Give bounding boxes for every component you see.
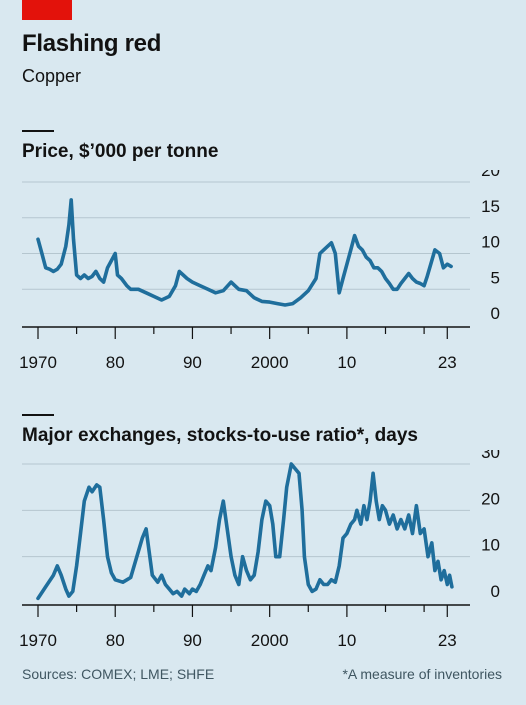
sources-note: Sources: COMEX; LME; SHFE	[22, 666, 215, 682]
price-y-tick-label: 10	[481, 233, 500, 252]
price-y-tick-label: 0	[491, 304, 500, 323]
price-panel-title: Price, $’000 per tonne	[22, 141, 219, 162]
price-x-tick-label: 90	[183, 353, 202, 372]
price-y-tick-label: 15	[481, 197, 500, 216]
stocks-y-tick-label: 0	[491, 582, 500, 601]
price-x-tick-label: 10	[337, 353, 356, 372]
price-x-tick-label: 23	[438, 353, 457, 372]
stocks-panel-title: Major exchanges, stocks-to-use ratio*, d…	[22, 425, 418, 446]
price-panel-rule	[22, 130, 54, 132]
stocks-y-tick-label: 30	[481, 450, 500, 462]
stocks-panel-rule	[22, 414, 54, 416]
stocks-x-tick-label: 90	[183, 631, 202, 650]
price-x-tick-label: 80	[106, 353, 125, 372]
price-y-tick-label: 20	[481, 170, 500, 180]
stocks-y-tick-label: 10	[481, 536, 500, 555]
footnote: *A measure of inventories	[342, 666, 502, 682]
stocks-x-tick-label: 10	[337, 631, 356, 650]
price-y-tick-label: 5	[491, 268, 500, 287]
stocks-series-line	[36, 462, 454, 601]
price-x-tick-label: 1970	[19, 353, 57, 372]
brand-red-bar	[22, 0, 72, 20]
chart-subtitle: Copper	[22, 66, 82, 86]
stocks-to-use-chart: 0 10 20 30 1970 80 90 2000 10 23	[19, 450, 500, 650]
price-x-tick-label: 2000	[251, 353, 289, 372]
price-chart: 0 5 10 15 20 1970 80 90 2000 10 23	[19, 170, 500, 372]
stocks-y-tick-label: 20	[481, 489, 500, 508]
price-series-line	[36, 198, 453, 307]
stocks-x-tick-label: 23	[438, 631, 457, 650]
stocks-x-tick-label: 1970	[19, 631, 57, 650]
stocks-x-tick-label: 2000	[251, 631, 289, 650]
stocks-x-tick-label: 80	[106, 631, 125, 650]
chart-title: Flashing red	[22, 30, 162, 57]
